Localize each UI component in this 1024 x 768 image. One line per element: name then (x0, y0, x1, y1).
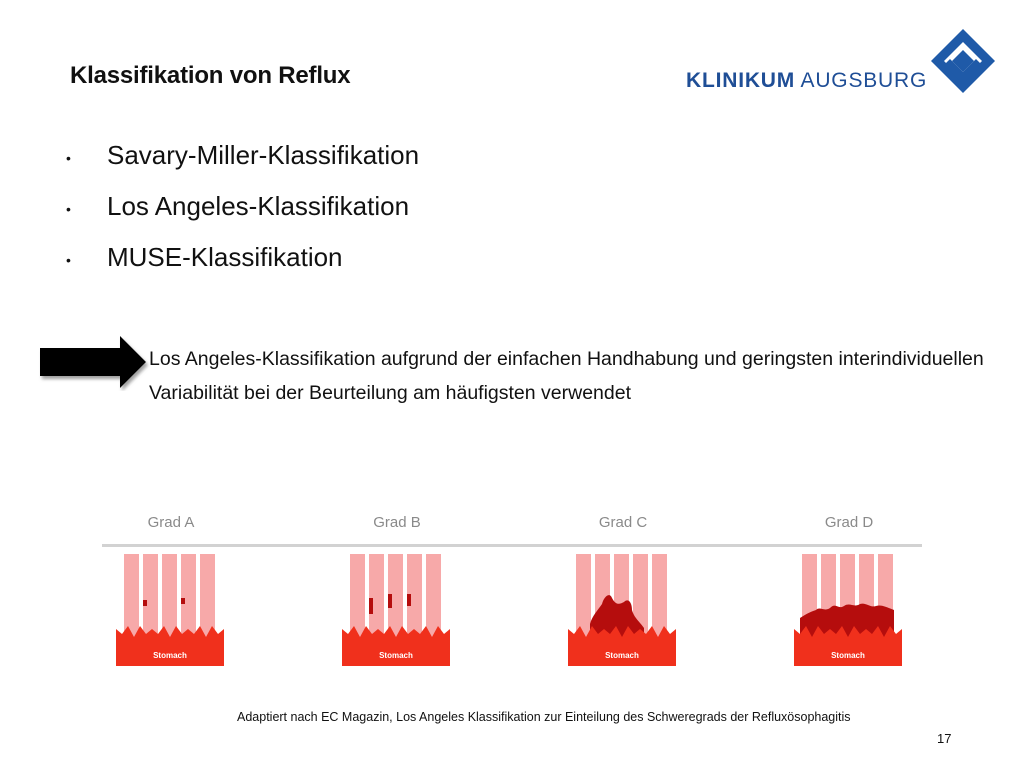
stomach-region (342, 626, 450, 666)
arrow-right-icon (40, 336, 146, 388)
logo-word-klinikum: KLINIKUM (686, 69, 796, 92)
stomach-label: Stomach (831, 651, 865, 660)
page-number: 17 (937, 731, 952, 746)
list-item-text: Savary-Miller-Klassifikation (107, 140, 420, 170)
logo-word-augsburg: AUGSBURG (795, 69, 928, 92)
mucosa-strip (388, 554, 403, 652)
mucosa-strip (162, 554, 177, 652)
diamond-logo-icon (931, 29, 995, 93)
confluent-lesion (800, 603, 894, 642)
mucosa-strip (181, 554, 196, 652)
grade-a-diagram: Stomach (116, 554, 224, 666)
grade-c-diagram: Stomach (568, 554, 676, 666)
source-caption: Adaptiert nach EC Magazin, Los Angeles K… (237, 710, 851, 724)
grade-label: Grad D (824, 514, 874, 531)
mucosal-break (388, 594, 392, 608)
grade-d-diagram: Stomach (794, 554, 902, 666)
klinikum-augsburg-logo: KLINIKUM AUGSBURG (686, 28, 998, 94)
figure-divider (102, 544, 922, 547)
stomach-label: Stomach (605, 651, 639, 660)
stomach-label: Stomach (379, 651, 413, 660)
mucosal-break (143, 600, 147, 606)
grade-label: Grad A (147, 514, 195, 531)
bullet-icon: • (66, 150, 71, 166)
mucosal-break (181, 598, 185, 604)
stomach-region (116, 626, 224, 666)
logo-wordmark: KLINIKUM AUGSBURG (686, 69, 927, 93)
slide-title: Klassifikation von Reflux (70, 62, 351, 89)
stomach-label: Stomach (153, 651, 187, 660)
bullet-icon: • (66, 201, 71, 217)
mucosa-strip (143, 554, 158, 652)
la-classification-figure: Grad A Grad B Grad C Grad D Stomach Stom… (100, 506, 924, 670)
stomach-region (568, 626, 676, 666)
bullet-icon: • (66, 252, 71, 268)
grade-label: Grad B (373, 514, 421, 531)
mucosal-break (369, 598, 373, 614)
stomach-region (794, 626, 902, 666)
list-item-text: MUSE-Klassifikation (107, 242, 343, 272)
grade-label: Grad C (598, 514, 648, 531)
grade-b-diagram: Stomach (342, 554, 450, 666)
conclusion-note: Los Angeles-Klassifikation aufgrund der … (149, 348, 984, 404)
mucosa-strip (407, 554, 422, 652)
mucosal-break (407, 594, 411, 606)
list-item-text: Los Angeles-Klassifikation (107, 191, 410, 221)
mucosa-strip (369, 554, 384, 652)
